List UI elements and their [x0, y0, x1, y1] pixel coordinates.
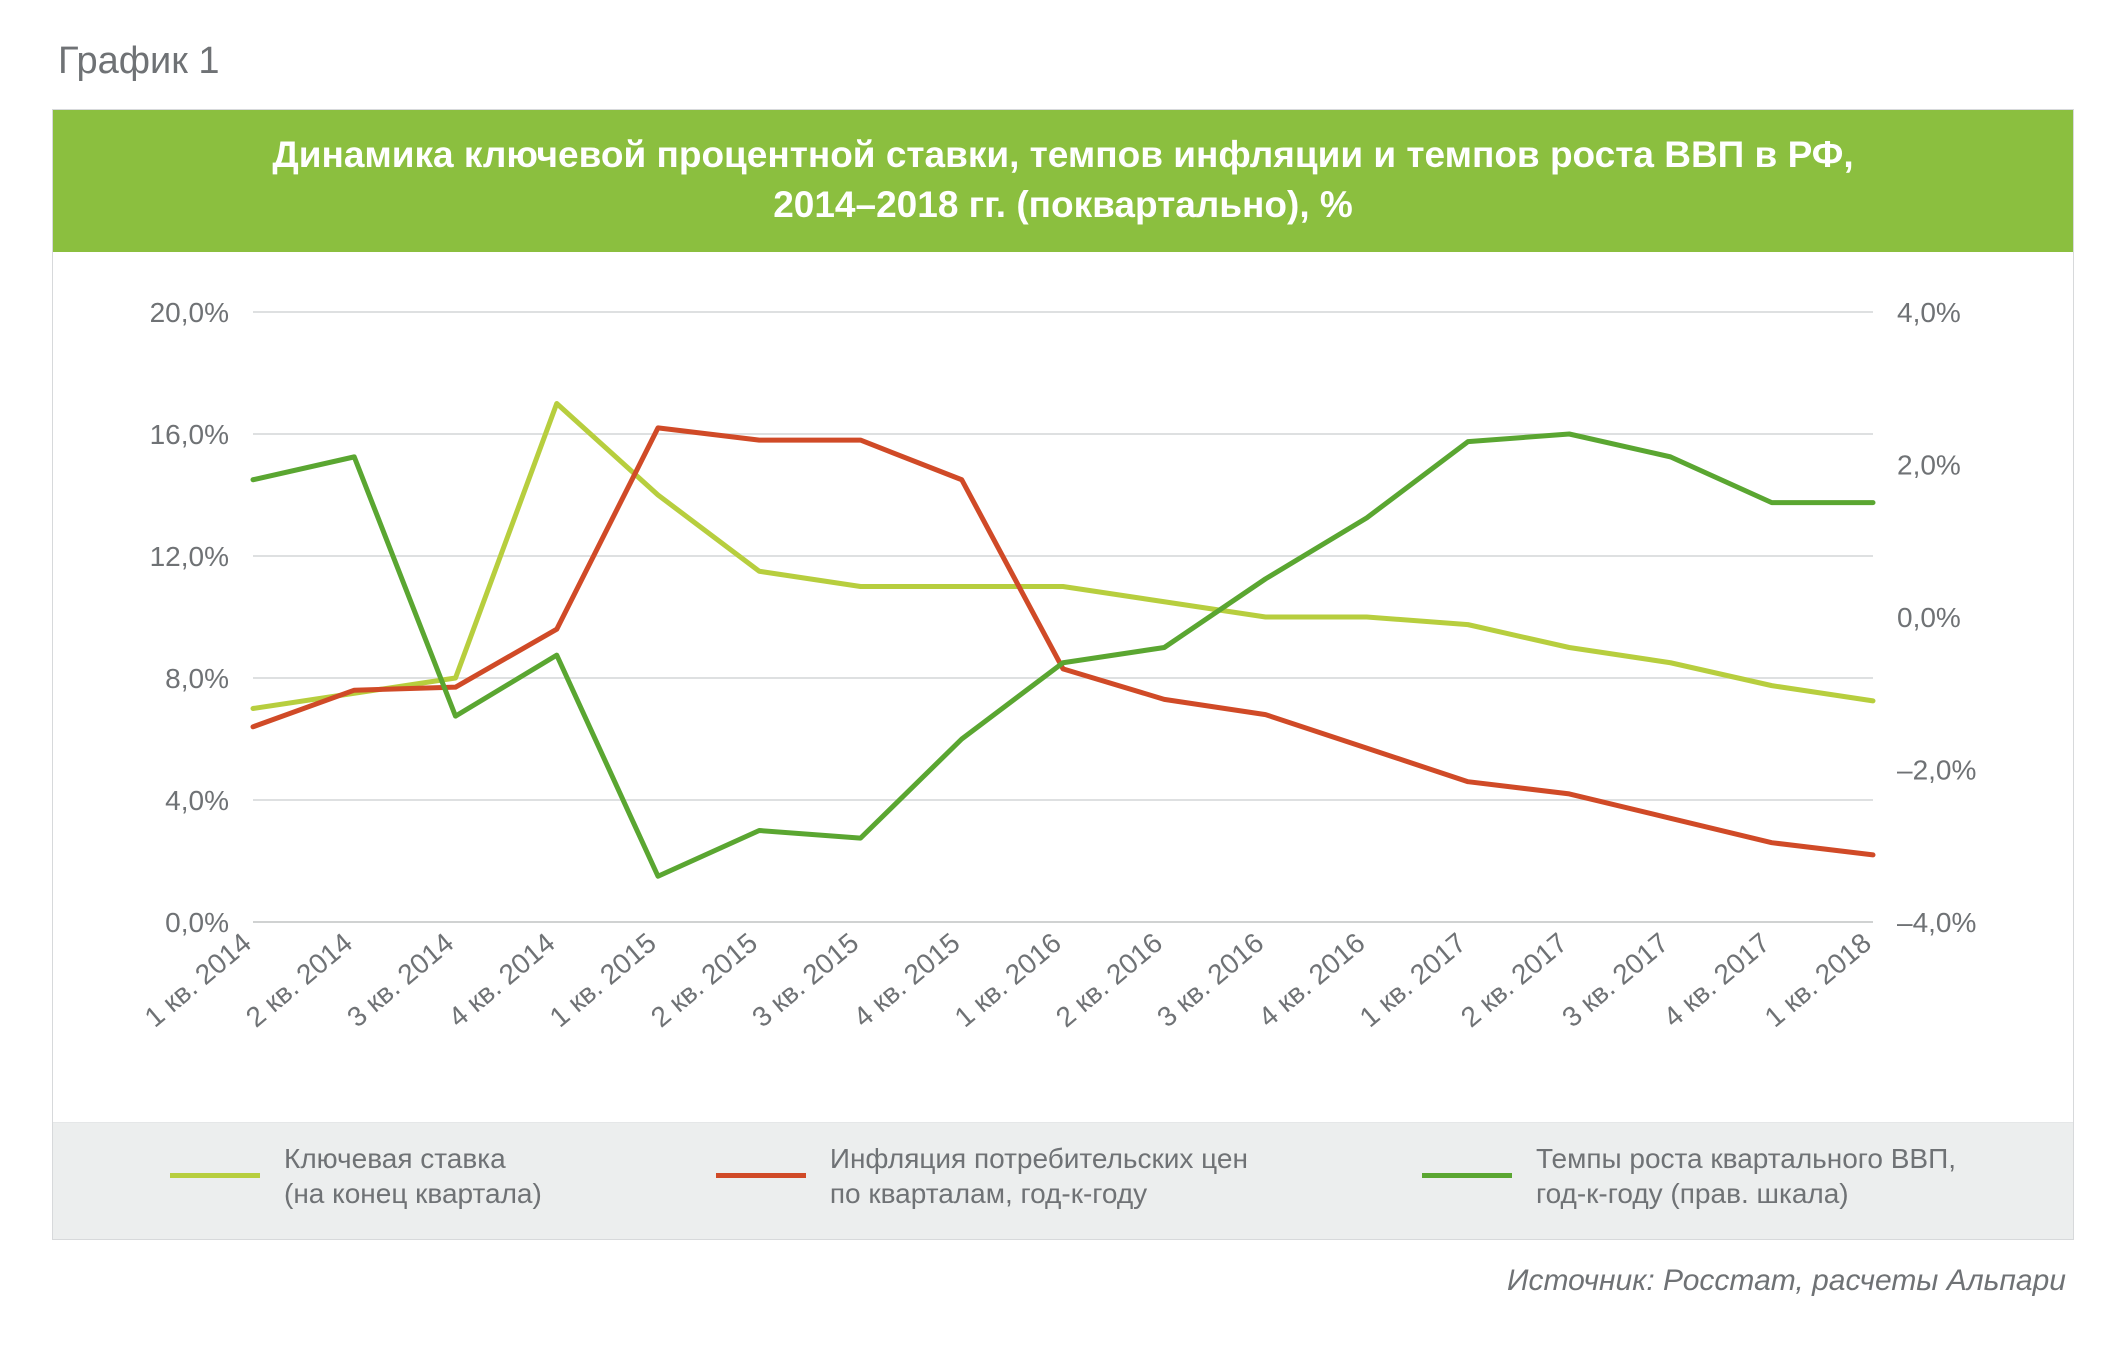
- series-cpi: [253, 428, 1873, 855]
- legend-item-gdp: Темпы роста квартального ВВП,год-к-году …: [1422, 1141, 1956, 1211]
- legend-label: Темпы роста квартального ВВП,год-к-году …: [1536, 1141, 1956, 1211]
- y-right-tick-label: 0,0%: [1897, 602, 1961, 633]
- x-tick-label: 2 кв. 2014: [240, 927, 358, 1033]
- legend-label: Ключевая ставка(на конец квартала): [284, 1141, 542, 1211]
- y-left-tick-label: 8,0%: [165, 663, 229, 694]
- legend-item-key_rate: Ключевая ставка(на конец квартала): [170, 1141, 542, 1211]
- x-tick-label: 3 кв. 2014: [341, 927, 459, 1033]
- legend-swatch: [716, 1173, 806, 1178]
- chart-plot-area: 0,0% 4,0% 8,0% 12,0% 16,0% 20,0% –4,0% –2,0% 0,0…: [53, 252, 2073, 1122]
- chart-title-line1: Динамика ключевой процентной ставки, тем…: [272, 134, 1853, 175]
- y-left-tick-label: 4,0%: [165, 785, 229, 816]
- x-tick-label: 1 кв. 2016: [949, 927, 1067, 1033]
- legend: Ключевая ставка(на конец квартала) Инфляц…: [53, 1122, 2073, 1239]
- chart-card: Динамика ключевой процентной ставки, тем…: [52, 109, 2074, 1240]
- x-tick-label: 2 кв. 2017: [1455, 927, 1573, 1033]
- source-caption: Источник: Росстат, расчеты Альпари: [52, 1264, 2066, 1298]
- x-tick-label: 2 кв. 2015: [645, 927, 763, 1033]
- chart-title-line2: 2014–2018 гг. (поквартально), %: [773, 184, 1353, 225]
- x-tick-label: 1 кв. 2014: [139, 927, 257, 1033]
- y-right-tick-label: 4,0%: [1897, 297, 1961, 328]
- x-tick-label: 4 кв. 2015: [847, 927, 965, 1033]
- x-tick-label: 1 кв. 2017: [1354, 927, 1472, 1033]
- legend-label: Инфляция потребительских ценпо кварталам…: [830, 1141, 1248, 1211]
- legend-swatch: [170, 1173, 260, 1178]
- y-left-tick-label: 0,0%: [165, 907, 229, 938]
- x-tick-label: 3 кв. 2016: [1151, 927, 1269, 1033]
- chart-title-bar: Динамика ключевой процентной ставки, тем…: [53, 110, 2073, 252]
- x-tick-label: 4 кв. 2017: [1657, 927, 1775, 1033]
- y-right-tick-label: 2,0%: [1897, 449, 1961, 480]
- x-tick-label: 2 кв. 2016: [1050, 927, 1168, 1033]
- x-tick-label: 4 кв. 2014: [442, 927, 560, 1033]
- legend-item-cpi: Инфляция потребительских ценпо кварталам…: [716, 1141, 1248, 1211]
- chart-svg: 0,0% 4,0% 8,0% 12,0% 16,0% 20,0% –4,0% –2,0% 0,0…: [53, 252, 2043, 1122]
- y-right-tick-label: –4,0%: [1897, 907, 1976, 938]
- legend-swatch: [1422, 1173, 1512, 1178]
- x-tick-label: 1 кв. 2015: [544, 927, 662, 1033]
- x-tick-label: 3 кв. 2015: [746, 927, 864, 1033]
- x-tick-label: 3 кв. 2017: [1556, 927, 1674, 1033]
- y-right-tick-label: –2,0%: [1897, 754, 1976, 785]
- y-left-tick-label: 20,0%: [150, 297, 229, 328]
- x-tick-label: 4 кв. 2016: [1252, 927, 1370, 1033]
- x-tick-label: 1 кв. 2018: [1759, 927, 1877, 1033]
- y-left-tick-label: 16,0%: [150, 419, 229, 450]
- figure-label: График 1: [58, 40, 2074, 83]
- y-left-tick-label: 12,0%: [150, 541, 229, 572]
